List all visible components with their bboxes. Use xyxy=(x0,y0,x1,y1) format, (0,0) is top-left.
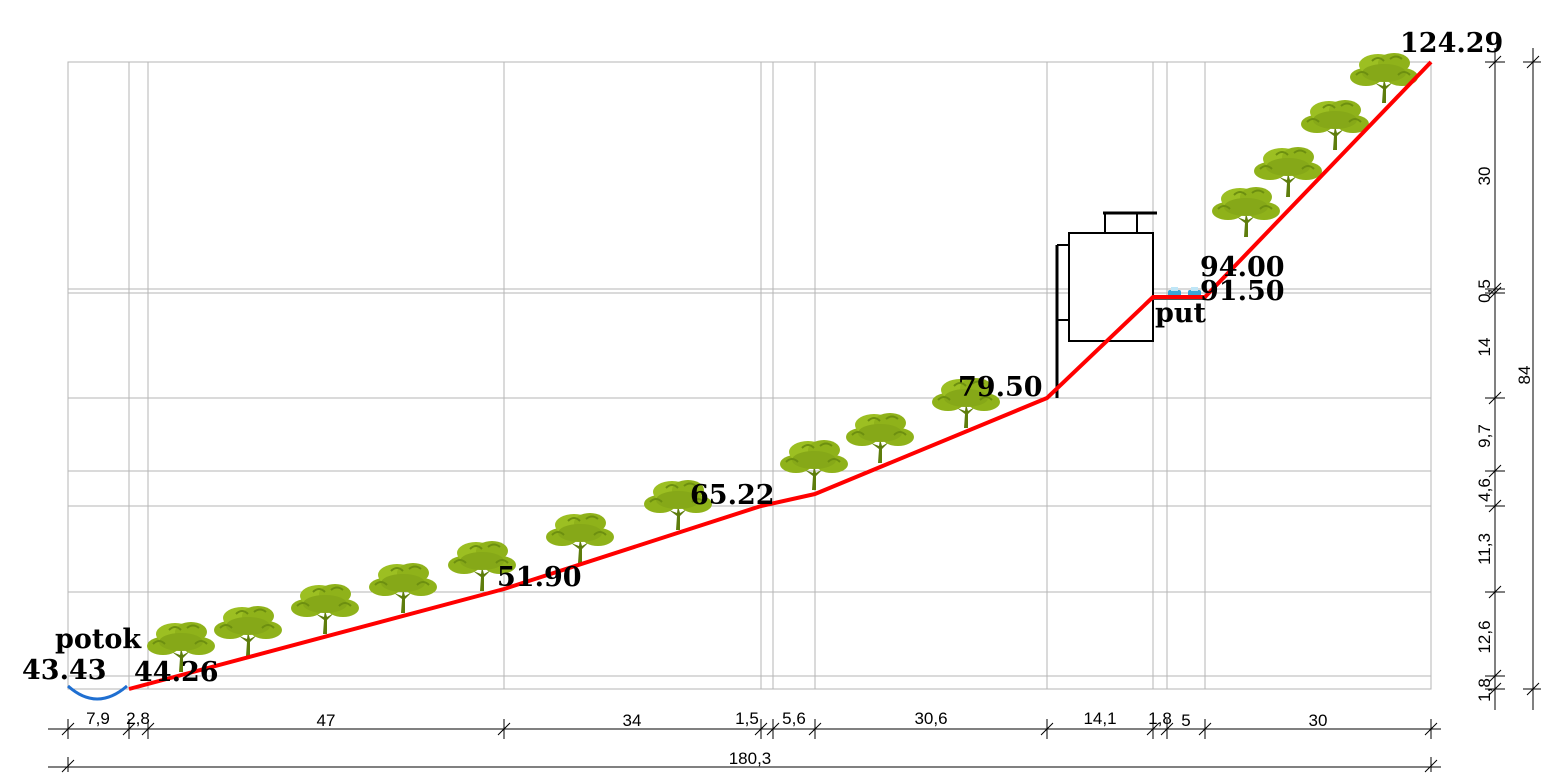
grid xyxy=(67,61,1432,690)
elevation-label-top: 124.29 xyxy=(1400,28,1503,59)
elevation-label-stream: 43.43 xyxy=(22,655,107,686)
tree-icon xyxy=(213,605,283,657)
dim-h-6: 5,6 xyxy=(782,709,806,728)
dim-h-9: 1,8 xyxy=(1148,709,1172,728)
elevation-label-3: 65.22 xyxy=(690,480,775,511)
horizontal-total-dimension: 180,3 xyxy=(48,749,1441,773)
vertical-total-dimension: 84 xyxy=(1515,48,1541,710)
building xyxy=(1055,211,1157,398)
dim-v-8: 30 xyxy=(1475,167,1494,186)
dim-v-1: 1,8 xyxy=(1475,678,1494,702)
dim-h-4: 34 xyxy=(623,711,642,730)
dim-h-5: 1,5 xyxy=(735,709,759,728)
dim-h-10: 5 xyxy=(1181,711,1190,730)
terrain-profile-line xyxy=(128,60,1433,691)
tree-icon xyxy=(1349,52,1419,104)
elevation-label-4: 79.50 xyxy=(958,372,1043,403)
dim-v-3: 11,3 xyxy=(1475,533,1494,565)
dim-v-6: 14 xyxy=(1475,338,1494,357)
dim-h-11: 30 xyxy=(1309,711,1328,730)
dim-v-2: 12,6 xyxy=(1475,620,1494,653)
elevation-label-6: 91.50 xyxy=(1200,276,1285,307)
dim-h-2: 2,8 xyxy=(126,709,150,728)
trees xyxy=(146,52,1419,673)
road-label: put xyxy=(1155,298,1207,329)
stream-label: potok xyxy=(55,624,142,655)
vertical-dimension-line: 1,8 12,6 11,3 4,6 9,7 14 0,5 30 xyxy=(1475,48,1505,710)
elevation-label-2: 51.90 xyxy=(497,562,582,593)
dim-v-total: 84 xyxy=(1515,366,1534,385)
dim-v-5: 9,7 xyxy=(1475,424,1494,448)
tree-icon xyxy=(368,562,438,614)
dim-h-1: 7,9 xyxy=(86,709,110,728)
dim-h-8: 14,1 xyxy=(1083,709,1116,728)
stream-bed xyxy=(66,684,128,701)
elevation-label-1: 44.26 xyxy=(134,657,219,688)
elevation-label-5: 94.00 xyxy=(1200,252,1285,283)
horizontal-dimension-line: 7,9 2,8 47 34 1,5 5,6 30,6 14,1 1,8 5 30 xyxy=(48,709,1441,739)
dim-v-7: 0,5 xyxy=(1475,279,1494,303)
dim-v-4: 4,6 xyxy=(1475,478,1494,502)
tree-icon xyxy=(1300,99,1370,151)
dim-h-7: 30,6 xyxy=(914,709,947,728)
dim-h-total: 180,3 xyxy=(729,749,772,768)
dim-h-3: 47 xyxy=(317,711,336,730)
